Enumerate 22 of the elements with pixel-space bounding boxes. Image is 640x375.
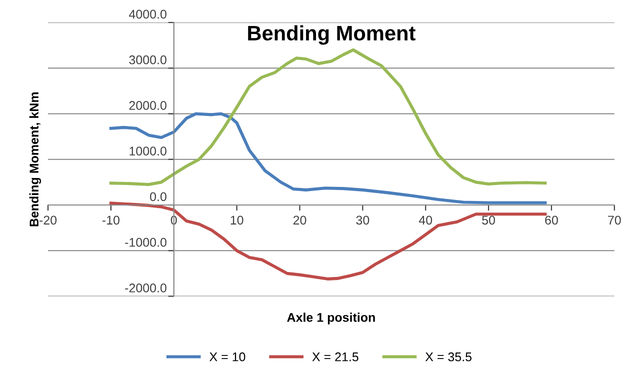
x-tick-label: 40 — [418, 216, 432, 225]
x-tick-label: 20 — [293, 216, 306, 225]
x-tick-label: 30 — [356, 216, 370, 225]
x-tick-label: -20 — [40, 216, 57, 225]
y-tick-label: 0.0 — [150, 192, 166, 202]
x-tick-label: 70 — [608, 216, 621, 225]
x-tick-label: 50 — [482, 216, 495, 225]
legend-label: X = 21.5 — [312, 352, 358, 362]
y-tick-label: -1000.0 — [125, 238, 166, 247]
y-axis-title: Bending Moment, kNm — [29, 92, 42, 226]
y-tick-label: 3000.0 — [129, 55, 166, 64]
x-tick-label: -10 — [102, 216, 120, 225]
x-tick-label: 60 — [545, 216, 558, 225]
chart-title: Bending Moment — [248, 25, 416, 45]
x-axis-title: Axle 1 position — [287, 312, 375, 324]
y-tick-label: -2000.0 — [125, 284, 166, 292]
x-tick-label: 10 — [230, 216, 244, 225]
legend-label: X = 10 — [210, 352, 246, 362]
y-tick-label: 2000.0 — [129, 101, 166, 110]
legend-label: X = 35.5 — [425, 352, 472, 362]
y-tick-label: 1000.0 — [130, 146, 166, 156]
y-tick-label: 4000.0 — [128, 10, 166, 19]
